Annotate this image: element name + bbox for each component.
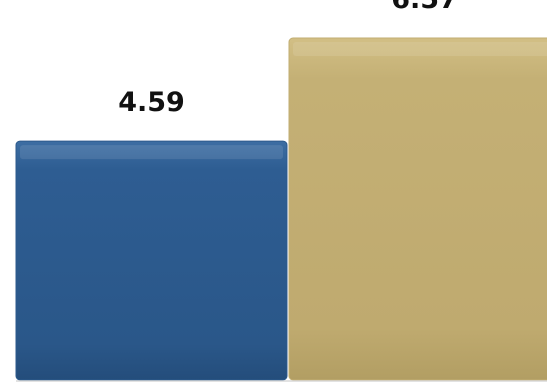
bars-group: [15, 37, 547, 381]
bar-1-highlight: [20, 145, 283, 160]
data-label-1: 4.59: [118, 87, 185, 118]
data-label-2: 6.57: [391, 0, 458, 15]
data-labels-group: 4.59 6.57: [118, 0, 458, 118]
bar-2: [288, 37, 547, 381]
bar-2-highlight: [293, 42, 547, 56]
bar-1: [15, 140, 288, 381]
